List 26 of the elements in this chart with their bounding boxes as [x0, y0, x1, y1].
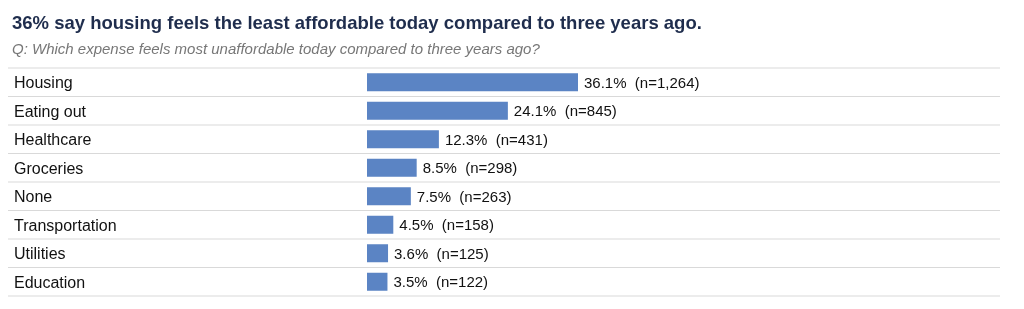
bar — [367, 73, 578, 92]
data-label: 4.5% (n=158) — [399, 216, 494, 234]
y-tick-label: Eating out — [14, 102, 87, 120]
bar — [367, 101, 508, 120]
chart-subtitle: Q: Which expense feels most unaffordable today compared to three years ago? — [12, 40, 541, 57]
y-tick-label: Housing — [14, 74, 73, 92]
y-tick-label: None — [14, 188, 53, 206]
data-label: 3.5% (n=122) — [393, 273, 489, 291]
data-label: 8.5% (n=298) — [422, 159, 518, 177]
chart-title: 36% say housing feels the least affordable today compared to three years ago. — [12, 12, 702, 33]
data-label: 36.1% (n=1,264) — [584, 73, 700, 91]
y-tick-label: Education — [14, 273, 86, 291]
data-label: 12.3% (n=431) — [444, 130, 548, 148]
bar — [367, 215, 394, 234]
bar — [367, 187, 411, 206]
data-label: 7.5% (n=263) — [416, 187, 512, 205]
bar — [367, 158, 417, 177]
y-tick-label: Transportation — [14, 216, 117, 234]
bar — [367, 272, 388, 291]
bar — [367, 130, 439, 149]
bar — [367, 244, 389, 263]
y-tick-label: Utilities — [14, 245, 66, 263]
y-tick-label: Groceries — [14, 159, 84, 177]
data-label: 24.1% (n=845) — [513, 102, 617, 120]
y-tick-label: Healthcare — [14, 131, 92, 149]
data-label: 3.6% (n=125) — [394, 244, 489, 262]
